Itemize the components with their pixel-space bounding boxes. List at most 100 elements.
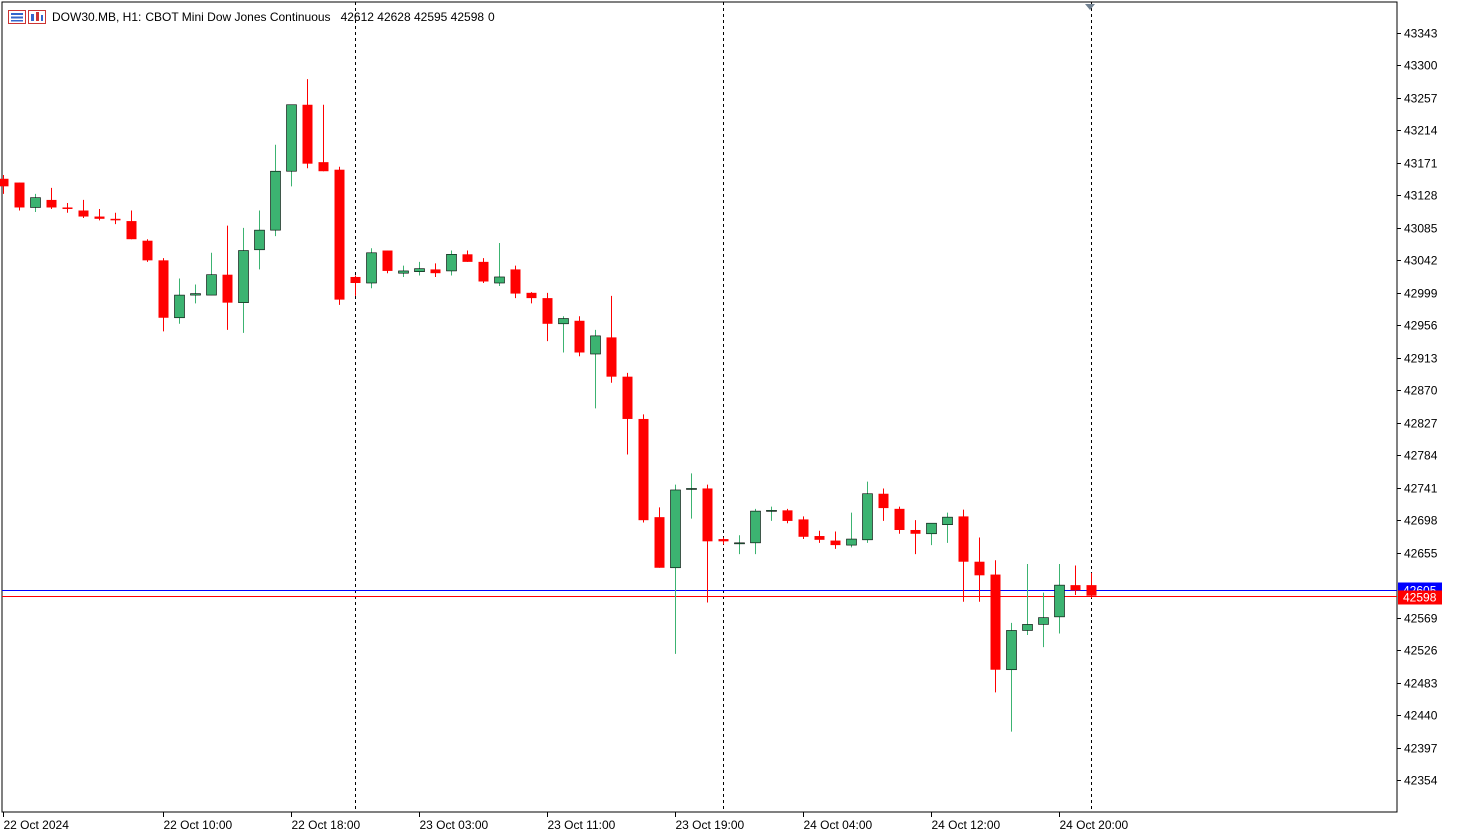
bull-candle: [590, 329, 601, 409]
candle-body: [318, 162, 329, 172]
bid-price-tag: 42598: [1398, 590, 1442, 605]
candle-body: [1038, 617, 1049, 625]
y-tick-label: 42784: [1404, 449, 1438, 463]
candle-body: [462, 254, 473, 262]
candle-body: [190, 293, 201, 296]
candle-body: [670, 489, 681, 569]
x-tick-label: 23 Oct 19:00: [676, 818, 745, 832]
bid-tag-bg: [1398, 590, 1442, 605]
candle-body: [990, 574, 1001, 670]
bear-candle: [462, 250, 473, 262]
candle-body: [638, 418, 649, 521]
x-tick-label: 24 Oct 12:00: [932, 818, 1001, 832]
candle-body: [1022, 624, 1033, 631]
bear-candle: [654, 507, 665, 568]
y-tick-label: 42569: [1404, 612, 1438, 626]
candle-body: [158, 260, 169, 318]
candle-body: [766, 510, 777, 512]
bear-candle: [62, 202, 73, 213]
y-tick-label: 42913: [1404, 352, 1438, 366]
candle-body: [78, 210, 89, 217]
candle-body: [558, 318, 569, 325]
candle-body: [398, 270, 409, 274]
bear-candle: [990, 560, 1001, 693]
bear-candle: [830, 531, 841, 549]
y-tick-label: 42440: [1404, 709, 1438, 723]
candle-body: [334, 169, 345, 300]
bull-candle: [558, 316, 569, 353]
candle-body: [270, 170, 281, 231]
bull-candle: [926, 522, 937, 546]
candle-body: [926, 522, 937, 535]
bear-candle: [78, 199, 89, 219]
bull-candle: [254, 210, 265, 270]
candle-body: [654, 517, 665, 568]
y-tick-label: 42397: [1404, 742, 1438, 756]
candle-body: [126, 221, 137, 240]
candle-body: [46, 199, 57, 208]
shift-marker-icon[interactable]: [1085, 4, 1095, 10]
chart-window-icon[interactable]: [28, 10, 46, 24]
y-tick-label: 42655: [1404, 547, 1438, 561]
candle-body: [750, 510, 761, 544]
candle-body: [478, 261, 489, 282]
bull-candle: [30, 193, 41, 213]
candle-body: [414, 268, 425, 272]
candle-body: [622, 376, 633, 419]
bear-candle: [878, 488, 889, 521]
candle-body: [894, 508, 905, 530]
y-axis: 43343 43300 43257 43214 43171 43128 43085 43042…: [1397, 27, 1438, 788]
bear-candle: [894, 506, 905, 534]
candle-body: [302, 104, 313, 164]
candle-body: [878, 493, 889, 509]
x-tick-label: 22 Oct 18:00: [292, 818, 361, 832]
bull-candle: [190, 284, 201, 304]
symbol-timeframe: DOW30.MB, H1:: [52, 10, 142, 24]
bear-candle: [798, 516, 809, 540]
chart-header: DOW30.MB, H1: CBOT Mini Dow Jones Contin…: [8, 8, 495, 26]
bear-candle: [110, 212, 121, 225]
bear-candle: [158, 258, 169, 332]
bear-candle: [718, 537, 729, 545]
candle-body: [526, 292, 537, 299]
candle-body: [542, 298, 553, 324]
candle-body: [238, 250, 249, 303]
bull-candle: [270, 144, 281, 237]
bear-candle: [638, 414, 649, 523]
bull-candle: [446, 250, 457, 276]
y-tick-label: 42698: [1404, 514, 1438, 528]
x-tick-label: 23 Oct 11:00: [548, 818, 616, 832]
chart-list-icon[interactable]: [8, 10, 26, 24]
bear-candle: [334, 166, 345, 305]
price-tags: 4260542598: [1398, 582, 1442, 605]
candle-body: [30, 197, 41, 208]
candle-body: [206, 274, 217, 296]
candles: [0, 79, 1097, 732]
bear-candle: [94, 208, 105, 221]
bull-candle: [846, 512, 857, 548]
y-tick-label: 43214: [1404, 124, 1438, 138]
bull-candle: [1038, 592, 1049, 648]
candle-body: [254, 229, 265, 251]
candle-body: [814, 536, 825, 540]
bear-candle: [958, 509, 969, 602]
bear-candle: [222, 225, 233, 330]
bear-candle: [622, 372, 633, 455]
bear-candle: [478, 258, 489, 284]
bear-candle: [382, 250, 393, 274]
bull-candle: [734, 535, 745, 555]
candle-body: [174, 294, 185, 319]
bull-candle: [174, 278, 185, 324]
x-tick-label: 24 Oct 20:00: [1060, 818, 1129, 832]
bear-candle: [574, 316, 585, 357]
candle-body: [702, 488, 713, 542]
bear-candle: [510, 265, 521, 299]
candle-body: [0, 178, 9, 187]
bull-candle: [414, 261, 425, 276]
plot-background: [1, 1, 1398, 813]
y-tick-label: 42483: [1404, 677, 1438, 691]
bear-candle: [318, 104, 329, 172]
bull-candle: [206, 252, 217, 296]
